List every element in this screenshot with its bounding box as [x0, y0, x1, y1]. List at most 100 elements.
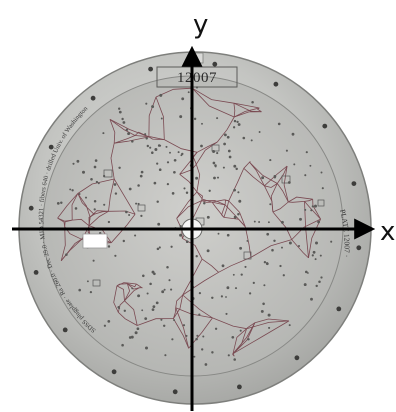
rim-hole	[62, 327, 68, 333]
fiber-hole	[293, 163, 296, 166]
fiber-hole	[223, 142, 226, 146]
rim-hole	[322, 123, 328, 129]
zone-boundary-segment	[77, 178, 115, 194]
fiber-hole	[171, 338, 174, 341]
fiber-hole	[158, 246, 161, 249]
fiber-hole	[134, 234, 137, 237]
fiber-hole	[315, 241, 318, 245]
fiber-hole	[267, 221, 270, 224]
rim-hole	[111, 369, 117, 375]
zone-boundary-segment	[77, 193, 95, 215]
fiber-hole	[171, 192, 175, 195]
fiber-hole	[141, 309, 144, 312]
fiber-hole	[233, 188, 236, 192]
fiber-hole	[216, 176, 220, 179]
fiber-hole	[253, 220, 256, 223]
fiber-hole	[227, 354, 230, 357]
zone-boundary-segment	[89, 210, 109, 218]
fiber-hole	[261, 176, 265, 180]
fiber-hole	[314, 204, 317, 208]
fiber-hole	[282, 274, 285, 277]
fiber-hole	[297, 244, 301, 248]
fiber-hole	[156, 200, 159, 203]
zone-boundary-segment	[173, 307, 177, 319]
fiber-hole	[242, 136, 246, 140]
zone-boundary-segment	[304, 198, 313, 202]
fiber-hole	[103, 203, 106, 206]
fiber-hole	[89, 290, 93, 294]
fiber-hole	[95, 180, 99, 184]
fiber-hole	[268, 326, 271, 329]
fiber-hole	[177, 151, 180, 154]
zone-boundary-segment	[113, 285, 119, 313]
fiber-hole	[71, 189, 74, 192]
y-axis-label: y	[193, 10, 208, 40]
zone-boundary-segment	[110, 143, 115, 180]
fiber-hole	[173, 319, 176, 322]
zone-boundary-segment	[249, 162, 278, 184]
zone-boundary-segment	[224, 199, 229, 205]
fiber-hole	[145, 102, 148, 105]
rim-hole	[48, 144, 54, 150]
zone-boundary-segment	[57, 193, 79, 219]
fiber-hole	[135, 202, 138, 205]
fiber-hole	[226, 286, 230, 290]
fiber-hole	[204, 363, 208, 366]
fiber-hole	[90, 178, 93, 181]
zone-boundary-segment	[179, 173, 198, 193]
fiber-hole	[239, 246, 243, 250]
fiber-hole	[309, 164, 312, 167]
fiber-hole	[185, 240, 189, 244]
fiber-hole	[161, 290, 165, 294]
rim-hole	[237, 384, 242, 390]
zone-boundary-segment	[127, 283, 140, 290]
fiber-hole	[288, 324, 291, 327]
fiber-hole	[114, 192, 118, 195]
fiber-hole	[151, 308, 155, 311]
fiber-hole	[142, 274, 145, 278]
fiber-hole	[202, 335, 205, 338]
rim-hole	[351, 181, 357, 187]
fiber-hole	[320, 171, 323, 174]
fiber-hole	[128, 214, 131, 216]
fiber-hole	[200, 144, 203, 148]
fiber-hole	[162, 324, 166, 328]
fiber-hole	[260, 309, 264, 313]
fiber-hole	[113, 183, 117, 186]
fiber-hole	[304, 174, 307, 177]
zone-boundary-segment	[264, 183, 278, 188]
fiber-hole	[233, 215, 237, 219]
fiber-hole	[269, 203, 272, 206]
fiber-hole	[314, 258, 317, 261]
fiber-hole	[330, 240, 333, 243]
zone-boundary-segment	[216, 116, 235, 143]
fiber-hole	[78, 193, 81, 195]
fiber-hole	[211, 296, 214, 300]
fiber-hole	[181, 152, 184, 156]
fiber-hole	[154, 148, 158, 151]
fiber-hole	[246, 239, 249, 242]
fiber-hole	[317, 220, 320, 224]
fiber-hole	[233, 358, 236, 361]
fiber-hole	[121, 117, 124, 121]
zone-boundary-segment	[264, 165, 288, 187]
fiber-hole	[235, 167, 238, 171]
fiber-hole	[103, 324, 107, 327]
zone-boundary-segment	[134, 135, 165, 140]
zone-boundary-segment	[223, 200, 230, 218]
fiber-hole	[222, 166, 225, 169]
fiber-hole	[211, 351, 214, 354]
fiber-hole	[315, 284, 318, 288]
rim-hole	[336, 306, 342, 312]
fiber-hole	[164, 354, 167, 357]
fiber-hole	[134, 331, 138, 335]
zone-boundary-segment	[283, 166, 289, 203]
fiber-hole	[145, 346, 148, 350]
fiber-hole	[252, 281, 255, 285]
fiber-hole	[182, 324, 186, 327]
fiber-hole	[158, 168, 162, 172]
zone-boundary-segment	[211, 201, 225, 218]
fiber-hole	[263, 261, 267, 264]
zone-boundary-segment	[232, 328, 247, 354]
fiber-hole	[277, 122, 281, 126]
